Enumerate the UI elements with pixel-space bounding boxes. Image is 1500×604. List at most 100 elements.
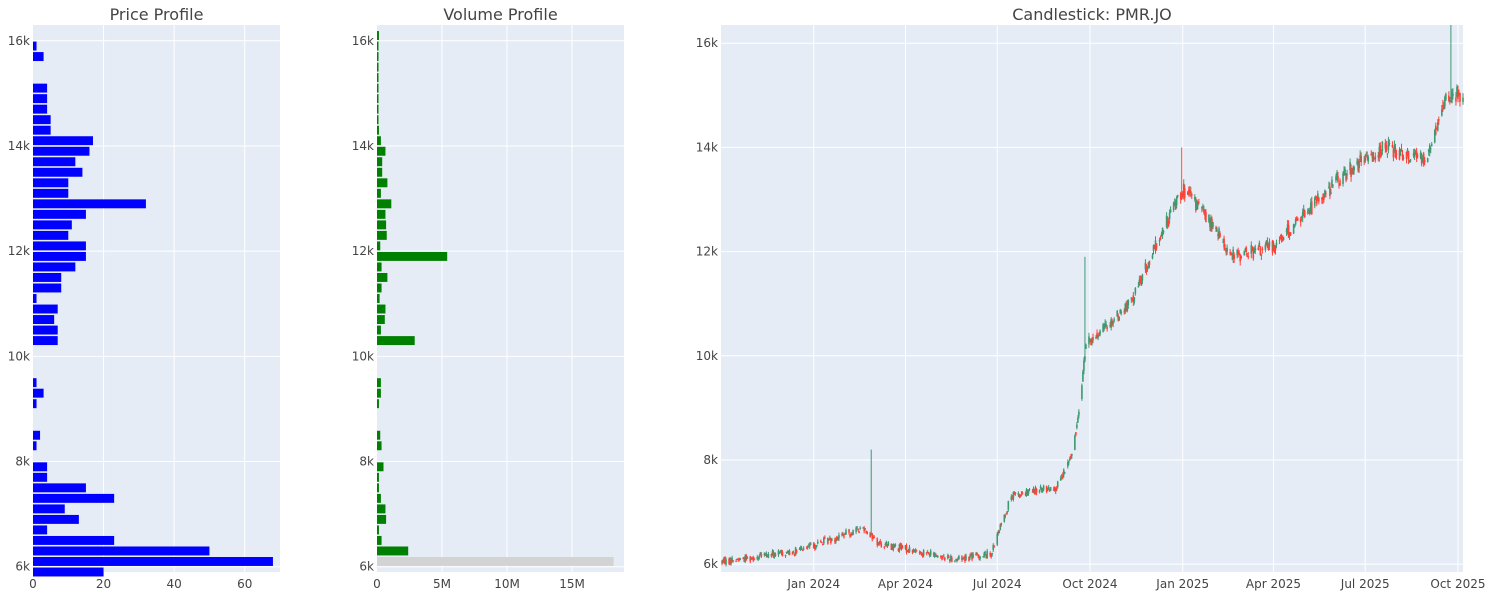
volume-bar — [377, 525, 379, 535]
candle-body — [788, 551, 791, 556]
candle-body — [1409, 159, 1412, 161]
candle-body — [1162, 231, 1165, 233]
candle-body — [856, 526, 858, 528]
candle-body — [1289, 232, 1292, 236]
candle-body — [1025, 489, 1028, 496]
candle-body — [891, 544, 894, 550]
candle-body — [778, 552, 781, 554]
candle-body — [941, 556, 944, 559]
candle-body — [919, 551, 922, 553]
candle-body — [1373, 157, 1376, 159]
candle-body — [957, 558, 959, 560]
candle-body — [855, 527, 857, 532]
candle-body — [1379, 145, 1382, 157]
candle-body — [1257, 247, 1260, 250]
candle-body — [1116, 310, 1119, 317]
candle-body — [773, 552, 776, 557]
candle-body — [922, 550, 925, 556]
candle-body — [918, 552, 921, 554]
volume-bar — [377, 514, 387, 524]
candle-body — [1323, 194, 1325, 200]
candle-body — [1367, 157, 1370, 162]
candle-body — [1443, 104, 1445, 110]
candle-body — [1405, 151, 1408, 159]
candle-body — [1449, 100, 1451, 102]
candle-body — [744, 555, 746, 562]
chart-title: Volume Profile — [443, 5, 557, 24]
candle-body — [1090, 341, 1092, 346]
x-tick-label: 5M — [433, 577, 451, 591]
price-bar — [33, 504, 65, 514]
volume-bar — [377, 115, 379, 125]
candle-body — [1212, 222, 1214, 228]
candle-body — [1441, 109, 1443, 116]
candle-body — [1216, 229, 1218, 232]
volume-bar — [377, 399, 379, 409]
candle-body — [844, 533, 846, 535]
candle-body — [1041, 488, 1044, 492]
volume-bar — [377, 535, 382, 545]
candle-body — [1239, 254, 1241, 262]
candle-body — [1196, 200, 1198, 210]
candle-body — [887, 541, 890, 546]
candle-body — [1330, 192, 1332, 194]
volume-bar — [377, 83, 379, 93]
candle-body — [813, 545, 816, 549]
candle-body — [904, 545, 907, 550]
candle-body — [1018, 494, 1021, 497]
candle-body — [1349, 162, 1351, 171]
candle-body — [963, 557, 965, 559]
candle-body — [1130, 297, 1133, 299]
candle-body — [1132, 295, 1135, 303]
candle-body — [1457, 90, 1459, 99]
candle-body — [1089, 340, 1091, 342]
volume-bar — [377, 73, 379, 83]
candle-body — [864, 528, 866, 530]
candle-body — [1280, 235, 1283, 240]
candle-body — [1408, 160, 1411, 162]
candle-body — [1180, 193, 1183, 198]
candle-body — [742, 558, 744, 560]
candle-body — [1218, 228, 1220, 239]
candle-body — [1104, 323, 1106, 328]
price-bar — [33, 336, 58, 346]
candle-body — [1331, 179, 1333, 187]
x-tick-label: Apr 2024 — [878, 577, 933, 591]
price-bar — [33, 525, 48, 535]
candle-body — [1231, 253, 1233, 256]
candle-body — [958, 555, 960, 560]
y-tick-label: 8k — [359, 455, 374, 469]
candle-body — [1236, 249, 1238, 256]
candle-body — [1265, 240, 1268, 245]
candle-body — [779, 551, 782, 553]
candle-body — [1401, 154, 1404, 158]
candle-body — [1342, 173, 1344, 184]
candle-body — [886, 545, 889, 548]
candle-body — [765, 553, 768, 556]
candle-body — [1078, 411, 1080, 416]
candle-body — [1315, 196, 1317, 198]
candle-body — [1370, 153, 1373, 156]
candle-body — [1279, 236, 1282, 238]
candle-body — [1292, 224, 1295, 234]
candle-body — [934, 553, 937, 557]
y-tick-label: 10k — [696, 349, 718, 363]
candle-body — [821, 542, 823, 544]
candle-body — [828, 538, 830, 541]
candle-body — [1350, 167, 1352, 177]
volume-bar — [377, 146, 386, 156]
volume-bar — [377, 167, 383, 177]
candle-body — [745, 554, 748, 561]
price-bar — [33, 378, 37, 388]
candle-body — [1161, 227, 1164, 236]
candle-body — [722, 561, 724, 563]
candle-body — [1188, 190, 1191, 194]
candle-body — [1062, 469, 1065, 476]
candle-body — [800, 547, 803, 550]
candle-body — [1322, 197, 1324, 200]
candle-body — [834, 539, 836, 542]
candle-body — [964, 556, 966, 562]
candle-body — [1377, 155, 1380, 158]
candle-body — [968, 556, 970, 561]
candle-body — [1168, 212, 1171, 220]
